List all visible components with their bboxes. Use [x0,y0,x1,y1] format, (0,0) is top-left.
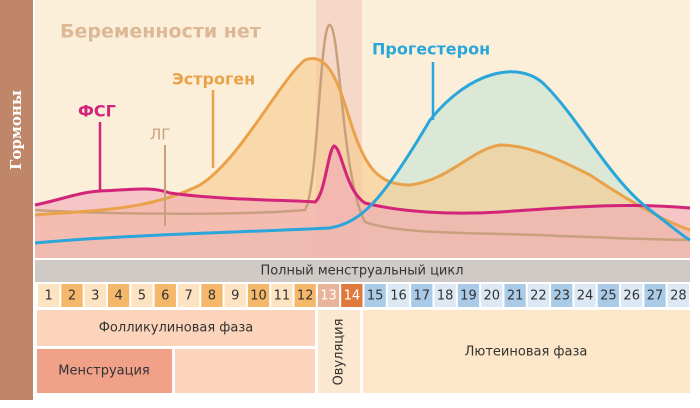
side-strip [0,0,33,400]
day-label: 13 [320,289,337,304]
title: Беременности нет [60,21,261,43]
follicular-cell [37,310,315,346]
days-row: 1 2 3 4 5 6 7 8 9 10 11 12 13 14 15 16 17 18 19 20 21 22 23 24 2… [38,284,689,307]
axis-label: Гормоны [7,90,25,170]
day-cell [247,284,270,307]
day-cell [667,284,689,307]
day-cell [154,284,176,307]
day-label: 21 [507,289,524,304]
day-label: 27 [647,289,664,304]
day-cell [551,284,573,307]
day-cell [504,284,526,307]
day-label: 28 [670,289,687,304]
day-cell [84,284,106,307]
day-cell [364,284,386,307]
day-cell [271,284,293,307]
day-label: 9 [231,289,239,304]
hormone-label: Прогестерон [372,40,490,59]
hormone-label: Эстроген [172,70,255,89]
day-label: 23 [553,289,570,304]
day-cell [481,284,503,307]
day-cell [457,284,480,307]
day-cell [411,284,433,307]
fsh-curve [34,144,691,215]
day-cell [597,284,620,307]
cycle-label: Полный менструальный цикл [260,264,463,279]
day-label: 10 [250,289,267,304]
menstruation-cell [37,349,172,393]
day-cell [387,284,410,307]
day-label: 22 [530,289,547,304]
day-label: 17 [414,289,431,304]
day-label: 16 [390,289,407,304]
day-cell [201,284,223,307]
day-cell [224,284,246,307]
day-cell [107,284,130,307]
day-label: 4 [114,289,122,304]
day-label: 7 [184,289,192,304]
day-cell [294,284,316,307]
lh-curve [34,23,691,242]
day-label: 15 [367,289,384,304]
day-label: 14 [344,289,361,304]
phase-label: Овуляция [332,319,347,386]
hormone-label: ФСГ [78,102,116,121]
day-label: 18 [437,289,454,304]
ovulation-cell [318,310,360,393]
day-cell [131,284,153,307]
day-label: 20 [483,289,500,304]
day-label: 19 [460,289,477,304]
day-label: 3 [91,289,99,304]
day-cell [341,284,363,307]
day-label: 11 [274,289,291,304]
progesterone-curve [34,70,691,245]
day-label: 1 [45,289,53,304]
hormone-label: ЛГ [150,126,170,144]
estrogen-curve [34,56,691,232]
day-cell [61,284,83,307]
day-cell [317,284,340,307]
day-cell [177,284,200,307]
luteal-cell [363,310,690,393]
day-label: 26 [623,289,640,304]
phase-label: Лютеиновая фаза [465,345,588,360]
day-label: 12 [297,289,314,304]
phase-label: Фолликулиновая фаза [99,321,254,336]
day-label: 8 [208,289,216,304]
day-label: 25 [600,289,617,304]
phase-label: Менструация [58,364,149,379]
cycle-header [35,260,690,282]
day-cell [621,284,643,307]
day-label: 2 [68,289,76,304]
day-cell [574,284,596,307]
day-label: 24 [577,289,594,304]
day-cell [527,284,550,307]
day-cell [644,284,666,307]
day-label: 5 [138,289,146,304]
day-label: 6 [161,289,169,304]
day-cell [38,284,60,307]
day-cell [434,284,456,307]
follicular-rest [175,349,315,393]
